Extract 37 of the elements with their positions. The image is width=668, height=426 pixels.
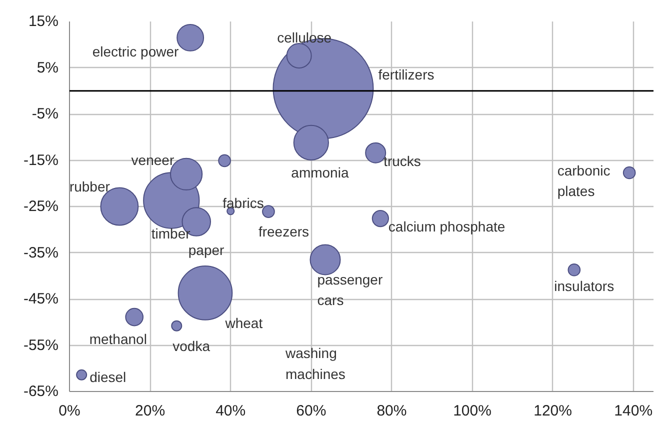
- series-label: methanol: [89, 331, 147, 348]
- series-label: paper: [188, 242, 225, 258]
- y-tick-label: -45%: [23, 290, 59, 308]
- series-label: veneer: [131, 152, 174, 168]
- y-tick-label: -25%: [23, 198, 59, 215]
- series-label: electric power: [92, 44, 180, 60]
- x-tick-label: 0%: [58, 402, 80, 420]
- series-label: trucks: [384, 152, 421, 169]
- x-tick-label: 100%: [453, 402, 492, 420]
- series-label: calcium phosphate: [388, 218, 506, 235]
- annotation: washing machines: [284, 345, 346, 382]
- series-label: vodka: [172, 338, 210, 354]
- y-tick-label: 5%: [36, 59, 59, 76]
- x-tick-label: 120%: [534, 402, 572, 420]
- y-tick-label: -35%: [23, 244, 59, 262]
- series-label: ammonia: [291, 164, 349, 181]
- series-label: freezers: [258, 224, 310, 240]
- series-label: diesel: [90, 368, 126, 385]
- series-label: timber: [151, 225, 191, 242]
- y-tick-label: -15%: [23, 152, 59, 169]
- series-label: passenger cars: [317, 271, 383, 308]
- x-tick-label: 80%: [376, 402, 407, 420]
- x-tick-label: 140%: [614, 402, 653, 420]
- y-tick-label: 15%: [28, 13, 59, 30]
- series-label: carbonic plates: [557, 162, 610, 200]
- series-label: cellulose: [277, 30, 332, 46]
- x-tick-label: 60%: [296, 402, 326, 420]
- series-label: rubber: [69, 178, 110, 194]
- series-label: insulators: [554, 278, 614, 294]
- series-label: wheat: [224, 314, 263, 331]
- x-tick-label: 40%: [216, 402, 246, 420]
- x-tick-label: 20%: [135, 402, 166, 420]
- series-label: fertilizers: [378, 66, 434, 83]
- y-tick-label: -55%: [23, 336, 59, 354]
- y-tick-label: -65%: [23, 383, 59, 400]
- y-tick-label: -5%: [32, 106, 59, 122]
- series-label: fabrics: [222, 195, 264, 212]
